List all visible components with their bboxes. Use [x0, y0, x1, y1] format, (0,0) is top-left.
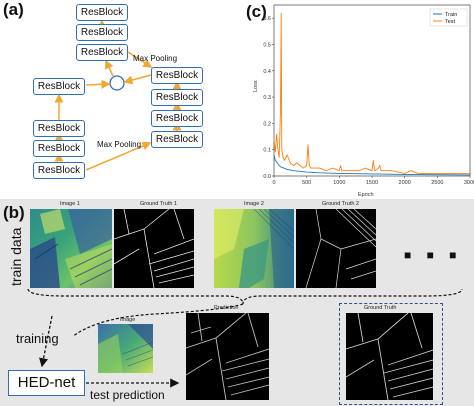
y-axis-label: Loss: [253, 80, 259, 92]
test-prediction-arrow: [86, 378, 180, 388]
hed-net-box: HED-net: [8, 370, 85, 396]
max-pooling-label-top: Max Pooling: [133, 54, 178, 63]
gt2-title: Ground Truth 2: [322, 201, 359, 207]
prediction-image: [186, 313, 269, 400]
x-tick-label: 0: [272, 180, 275, 186]
panel-label-b: (b): [3, 203, 25, 222]
y-tick-label: 0.1: [263, 148, 271, 154]
y-tick-label: 0.3: [263, 95, 271, 101]
resblock-top-1: ResBlock: [76, 4, 128, 21]
x-tick-label: 1000: [333, 180, 345, 186]
ground-truth2-thumbnail: [296, 209, 376, 288]
training-arrow: [39, 316, 53, 368]
series-line-test: [273, 12, 470, 174]
more-data-ellipsis: ■ ■ ■: [404, 248, 463, 262]
plot-frame: [273, 4, 471, 177]
x-axis-label: Epoch: [358, 192, 374, 198]
resblock-top-3: ResBlock: [76, 44, 128, 61]
resblock-right-2: ResBlock: [151, 89, 203, 106]
resblock-left-4: ResBlock: [33, 162, 85, 179]
resblock-right-4: ResBlock: [151, 131, 203, 148]
gt1-title: Ground Truth 1: [140, 201, 177, 207]
x-tick-label: 2500: [431, 180, 443, 186]
test-prediction-label: test prediction: [90, 388, 165, 402]
legend-box: [429, 8, 468, 27]
y-tick-label: 0.5: [263, 42, 271, 48]
legend-label: Test: [445, 19, 456, 25]
test-image-thumbnail: [98, 324, 153, 373]
max-pooling-label-bottom: Max Pooling: [97, 140, 142, 149]
resblock-left-1: ResBlock: [33, 78, 85, 95]
prediction-title: Prediction: [214, 305, 239, 311]
ground-truth-image: [346, 313, 433, 400]
test-image-title: Image: [120, 317, 136, 323]
image2-title: Image 2: [244, 201, 264, 207]
resblock-left-2: ResBlock: [33, 120, 85, 137]
image1-title: Image 1: [60, 201, 80, 207]
resblock-right-1: ResBlock: [151, 67, 203, 84]
resblock-left-3: ResBlock: [33, 140, 85, 157]
train-data-label: train data: [8, 227, 24, 286]
x-tick-label: 3000: [464, 180, 474, 186]
image1-thumbnail: [30, 209, 112, 288]
y-tick-label: 0.2: [263, 121, 271, 127]
ground-truth-title: Ground Truth: [364, 305, 397, 311]
y-tick-label: 0.0: [263, 174, 271, 180]
x-tick-label: 1500: [366, 180, 378, 186]
x-tick-label: 2000: [399, 180, 411, 186]
y-tick-label: 0.4: [263, 69, 271, 75]
x-tick-label: 500: [302, 180, 311, 186]
loss-chart: 0.0 0.1 0.2 0.3 0.4 0.5 0.6 0 500 1000 1500 2000 25…: [263, 4, 474, 186]
panel-label-a: (a): [3, 0, 24, 19]
series-line-train: [273, 154, 471, 176]
image2-thumbnail: [214, 209, 294, 288]
resblock-right-3: ResBlock: [151, 110, 203, 127]
ground-truth1-thumbnail: [114, 209, 194, 288]
y-tick-label: 0.6: [263, 16, 271, 22]
resblock-top-2: ResBlock: [76, 24, 128, 41]
training-label: training: [16, 331, 59, 346]
ground-truth-frame: [339, 303, 443, 405]
legend-label: Train: [445, 12, 457, 18]
panel-label-c: (c): [246, 2, 267, 21]
train-data-brace: [27, 288, 463, 336]
